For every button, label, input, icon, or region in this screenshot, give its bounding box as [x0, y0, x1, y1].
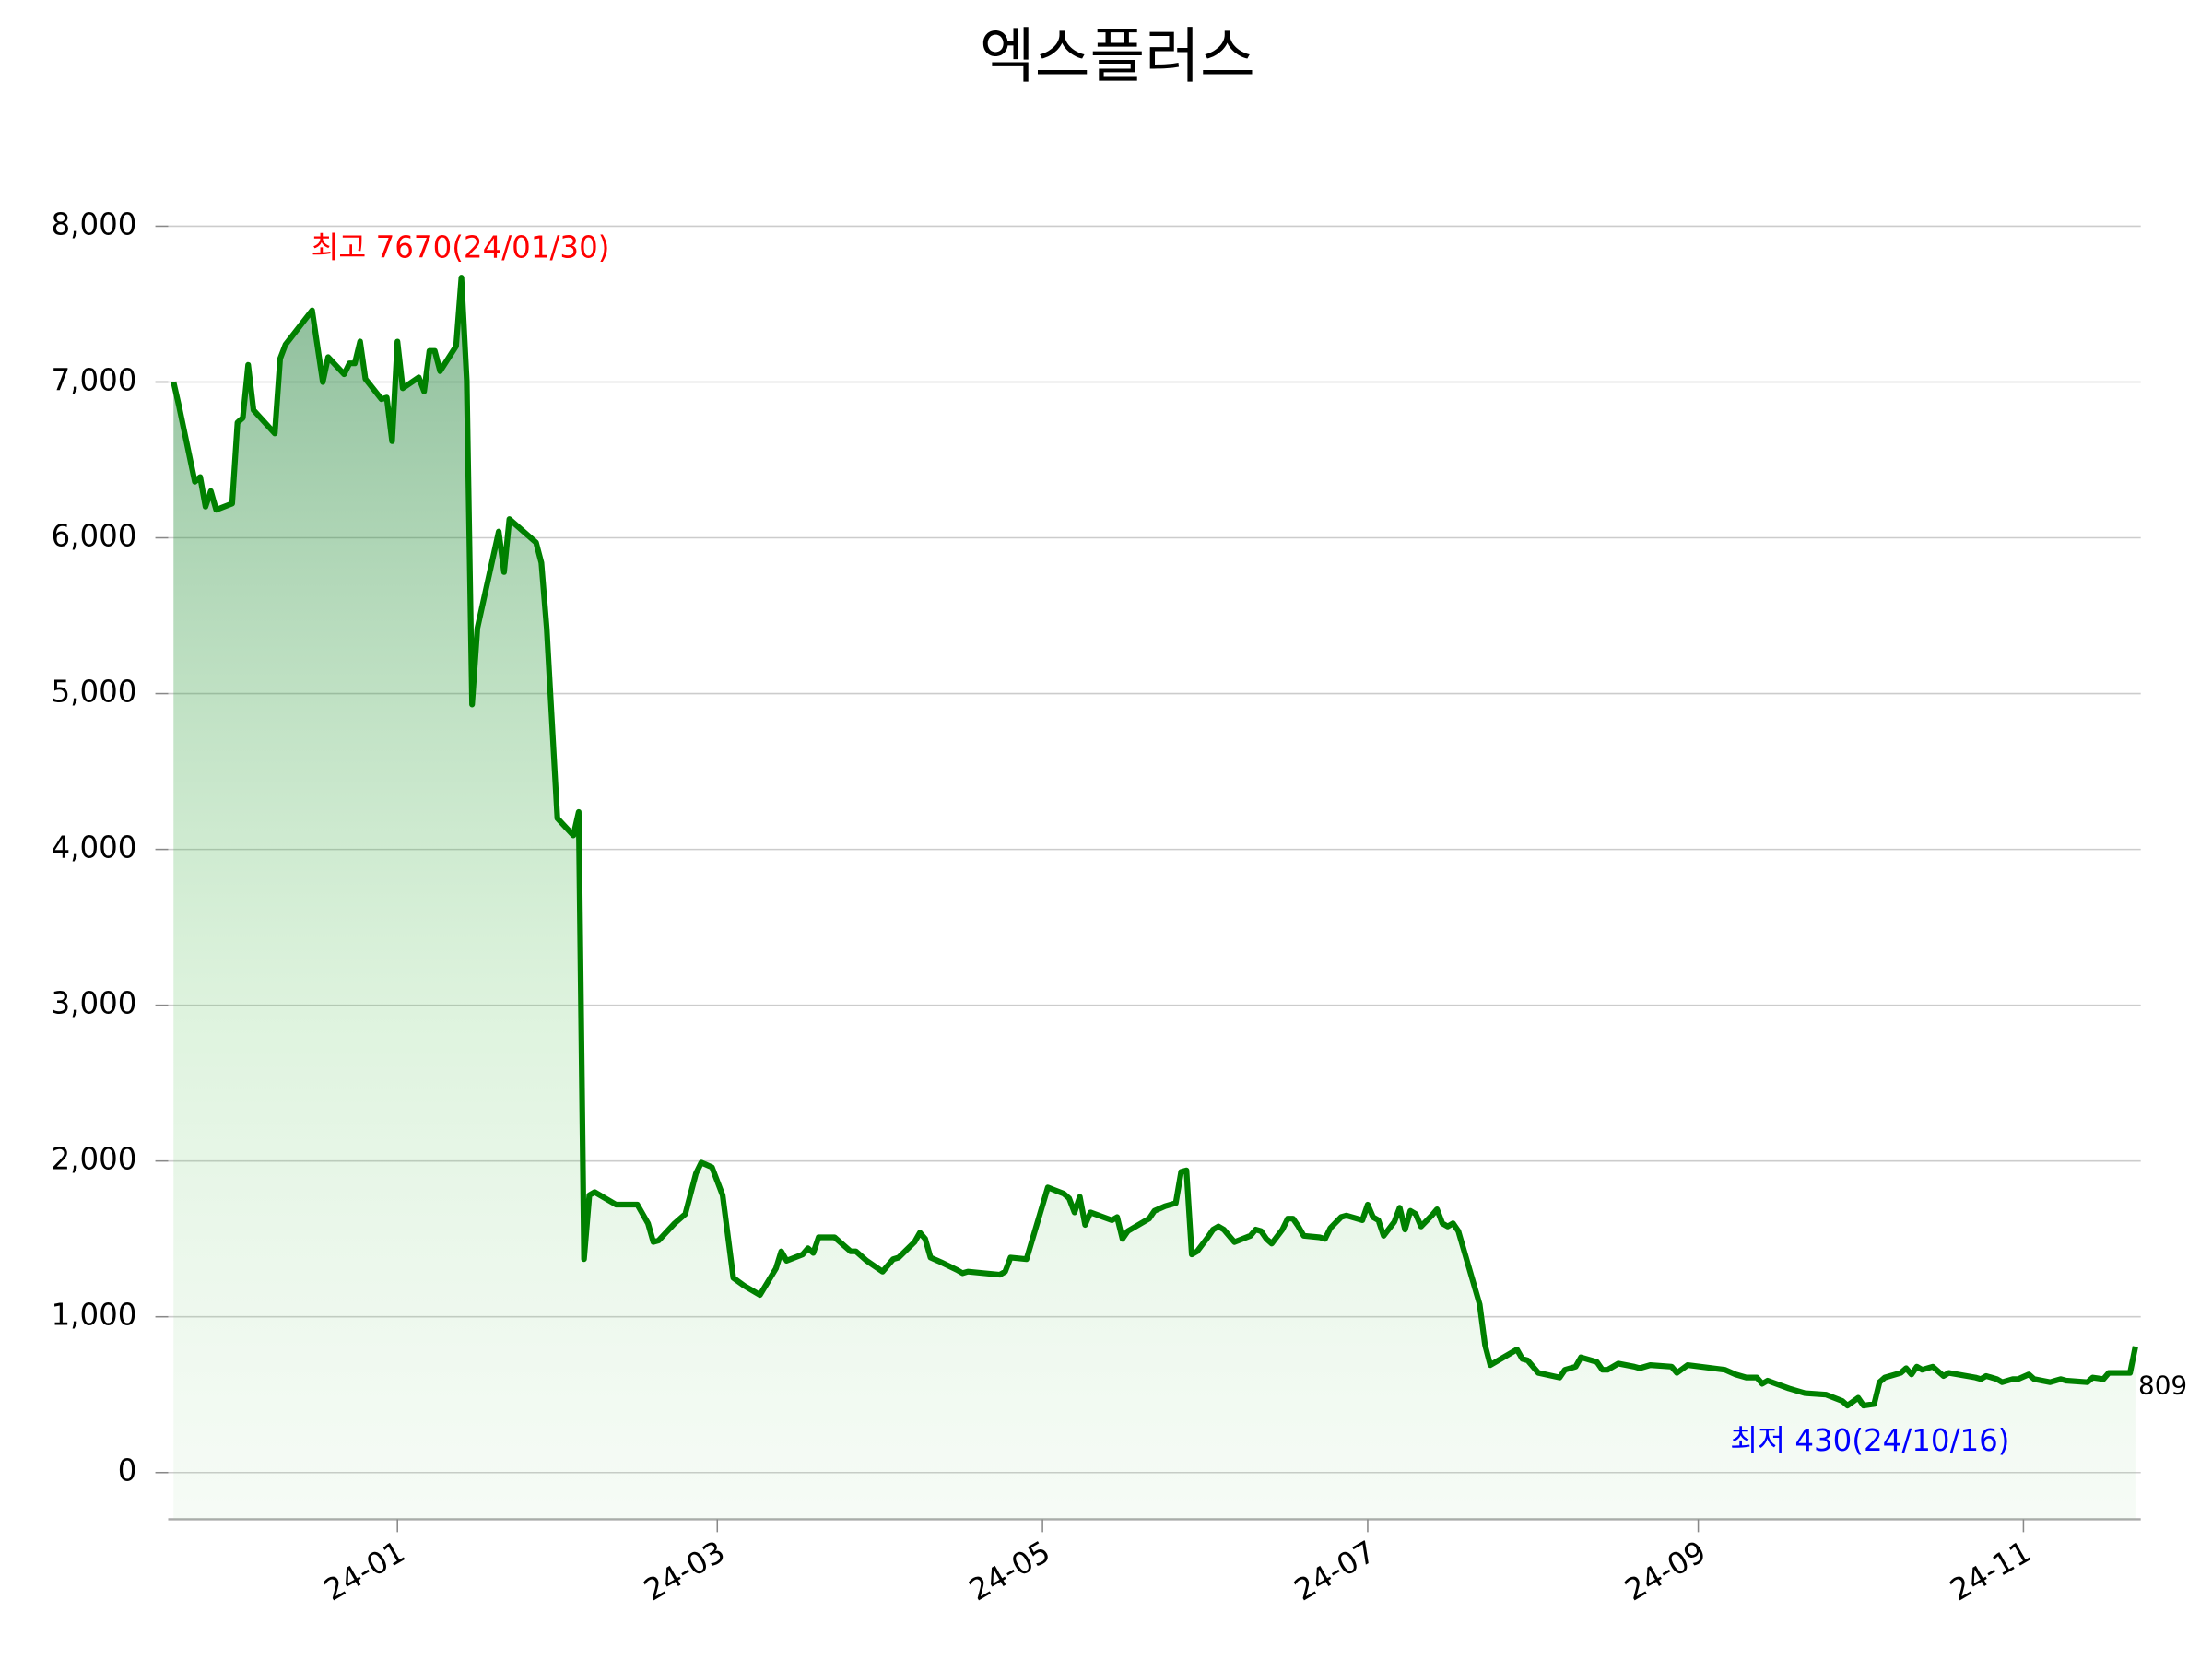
- price-line: [171, 275, 2138, 1409]
- y-tick-label: 6,000: [52, 519, 137, 554]
- x-tick-label: 24-11: [1944, 1534, 2037, 1607]
- y-tick-label: 4,000: [52, 830, 137, 865]
- y-tick-label: 5,000: [52, 675, 137, 710]
- x-tick-label: 24-03: [638, 1534, 731, 1607]
- x-tick-label: 24-05: [963, 1534, 1056, 1607]
- y-tick-label: 2,000: [52, 1142, 137, 1177]
- x-tick-label: 24-01: [318, 1534, 411, 1607]
- y-tick-label: 3,000: [52, 986, 137, 1021]
- y-tick-label: 7,000: [52, 362, 137, 397]
- x-tick-label: 24-09: [1619, 1534, 1712, 1607]
- y-tick-label: 0: [118, 1453, 137, 1488]
- area-fill: [173, 277, 2136, 1520]
- y-tick-label: 8,000: [52, 206, 137, 241]
- annotation: 최저 430(24/10/16): [1730, 1423, 2009, 1458]
- annotation: 최고 7670(24/01/30): [312, 230, 610, 265]
- x-tick-label: 24-07: [1288, 1534, 1382, 1607]
- y-tick-label: 1,000: [52, 1298, 137, 1333]
- chart-title: 엑스플러스: [980, 22, 1255, 91]
- last-value-label: 809: [2138, 1370, 2187, 1400]
